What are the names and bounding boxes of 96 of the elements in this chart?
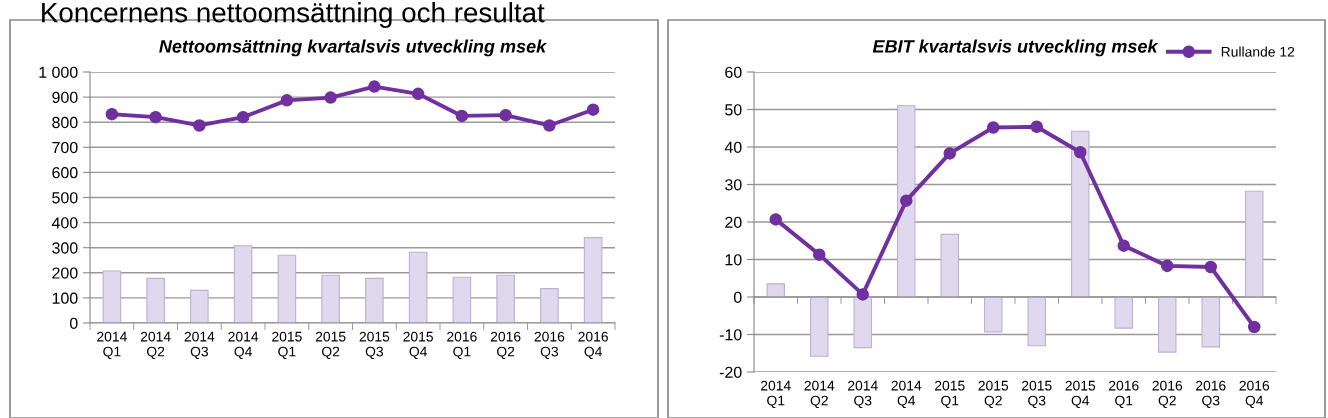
x-tick-label: 2015 Q3	[359, 331, 390, 359]
y-tick-label: -10	[719, 329, 742, 341]
bar	[940, 233, 960, 298]
y-tick-label: 60	[725, 66, 742, 78]
y-tick-label: 300	[52, 242, 78, 254]
point	[986, 121, 1000, 134]
x-tick-label: 2016 Q1	[447, 331, 477, 359]
y-tick-label: 500	[52, 192, 78, 204]
point	[943, 147, 957, 160]
point	[856, 288, 870, 301]
bar	[1114, 296, 1134, 329]
bar	[540, 288, 559, 323]
x-tick-label: 2014 Q2	[140, 331, 171, 359]
y-tick-label: 200	[52, 267, 78, 279]
x-tick-label: 2014 Q1	[761, 380, 791, 408]
x-tick-label: 2016 Q2	[1152, 380, 1183, 408]
bar	[496, 274, 515, 323]
bar	[1244, 190, 1264, 298]
point	[105, 107, 119, 121]
point	[236, 110, 250, 124]
point	[1030, 120, 1044, 134]
bar	[1157, 296, 1177, 353]
y-tick-label: 0	[733, 291, 742, 303]
bar	[983, 296, 1003, 333]
bar	[452, 276, 472, 323]
bar	[766, 283, 786, 298]
point	[368, 80, 381, 93]
bar	[1070, 130, 1090, 298]
x-tick-label: 2016 Q4	[578, 331, 608, 359]
point	[586, 103, 600, 116]
x-tick-label: 2014 Q1	[97, 331, 127, 359]
bar	[365, 277, 384, 323]
x-tick-label: 2015 Q4	[403, 331, 433, 359]
y-tick-label: 40	[724, 141, 742, 153]
chart-title: Nettoomsättning kvartalsvis utveckling msek	[159, 39, 547, 57]
point	[455, 109, 469, 123]
y-tick-label: 20	[725, 216, 742, 228]
x-tick-label: 2015 Q1	[272, 331, 302, 359]
y-tick-label: 1 000	[39, 66, 78, 78]
x-tick-label: 2015 Q3	[1022, 380, 1052, 408]
bar	[408, 251, 428, 323]
x-tick-label: 2014 Q4	[891, 380, 922, 408]
x-tick-label: 2016 Q3	[1196, 380, 1226, 408]
y-tick-label: 0	[69, 317, 78, 329]
point	[769, 213, 783, 226]
point	[280, 94, 294, 107]
point	[499, 108, 512, 122]
x-tick-label: 2014 Q2	[804, 380, 835, 408]
point	[149, 110, 162, 124]
point	[1160, 259, 1174, 273]
y-tick-label: 100	[52, 292, 78, 304]
y-tick-label: 30	[725, 179, 742, 191]
bar	[809, 296, 829, 357]
y-tick-label: -20	[719, 366, 742, 378]
point	[411, 87, 425, 101]
x-tick-label: 2016 Q2	[490, 331, 521, 359]
x-tick-label: 2016 Q3	[534, 331, 565, 359]
point	[899, 194, 913, 207]
x-tick-label: 2015 Q1	[935, 380, 965, 408]
bar	[102, 270, 122, 323]
y-tick-label: 800	[52, 116, 78, 129]
y-tick-label: 900	[52, 91, 78, 104]
bar	[896, 105, 916, 298]
x-tick-label: 2014 Q3	[848, 380, 878, 408]
legend-label: Rullande 12	[1221, 46, 1295, 57]
bar	[277, 254, 297, 323]
y-tick-label: 50	[725, 104, 742, 116]
x-tick-label: 2015 Q2	[978, 380, 1009, 408]
y-tick-label: 600	[52, 167, 78, 179]
bar	[1027, 296, 1047, 347]
point	[193, 119, 206, 132]
x-tick-label: 2014 Q4	[228, 331, 259, 359]
y-tick-label: 700	[52, 141, 78, 154]
point	[812, 248, 826, 261]
bar	[190, 289, 209, 323]
y-tick-label: 10	[725, 254, 742, 266]
x-tick-label: 2015 Q4	[1065, 380, 1096, 408]
bar	[233, 245, 253, 323]
x-tick-label: 2016 Q4	[1239, 380, 1270, 408]
x-tick-label: 2016 Q1	[1109, 380, 1139, 408]
x-tick-label: 2015 Q2	[315, 331, 346, 359]
point	[1247, 320, 1261, 334]
bar	[1201, 296, 1221, 348]
point	[324, 91, 337, 104]
text: Koncernens nettoomsättning och resultat	[42, 2, 545, 28]
point	[543, 119, 556, 132]
bar	[853, 296, 873, 349]
point	[1204, 260, 1218, 274]
bar	[321, 274, 340, 323]
point	[1117, 239, 1131, 252]
bar	[146, 277, 165, 323]
x-tick-label: 2014 Q3	[184, 331, 215, 359]
chart-title: EBIT kvartalsvis utveckling msek	[872, 39, 1159, 57]
point	[1073, 145, 1087, 159]
y-tick-label: 400	[51, 217, 78, 229]
bar	[583, 237, 603, 323]
